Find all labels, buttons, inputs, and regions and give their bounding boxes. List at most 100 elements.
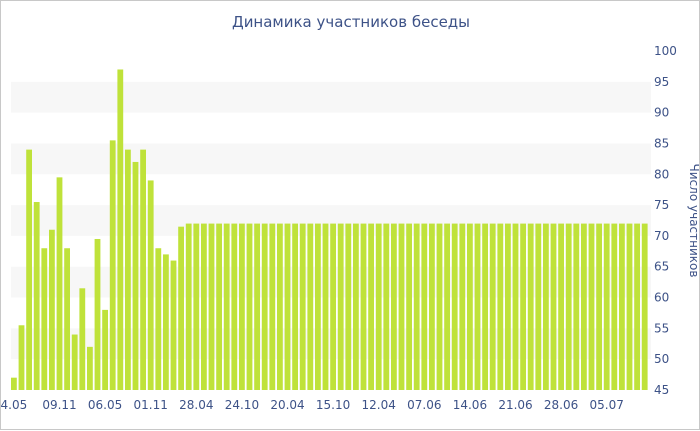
bar <box>140 149 146 390</box>
bar <box>254 223 260 390</box>
bar <box>474 223 481 390</box>
bar <box>337 223 344 390</box>
bar <box>56 177 63 390</box>
bar <box>512 223 519 390</box>
bar <box>398 223 405 390</box>
bar <box>246 223 253 390</box>
bar <box>573 223 580 390</box>
bar <box>527 223 534 390</box>
bar <box>520 223 526 390</box>
y-tick-label: 45 <box>654 383 669 397</box>
bar <box>315 223 321 390</box>
y-axis-title: Число участников <box>687 164 700 278</box>
bar <box>558 223 564 390</box>
bar <box>619 223 625 390</box>
bar <box>284 223 291 390</box>
bar <box>626 223 633 390</box>
y-tick-label: 60 <box>654 291 669 305</box>
bar <box>391 223 397 390</box>
y-axis-ticks: 45 50 55 60 65 70 75 80 85 90 95 100 <box>654 44 677 397</box>
bar <box>353 223 359 390</box>
bar <box>64 248 70 390</box>
bar <box>550 223 557 390</box>
bar <box>543 223 549 390</box>
bar <box>208 223 215 390</box>
y-tick-label: 65 <box>654 260 669 274</box>
bar <box>79 288 86 390</box>
x-tick-label: 07.06 <box>407 398 441 412</box>
bar <box>94 238 101 390</box>
x-tick-label: 28.04 <box>179 398 213 412</box>
bar <box>299 223 306 390</box>
bar <box>588 223 595 390</box>
bar <box>269 223 276 390</box>
bar <box>345 223 352 390</box>
y-tick-label: 90 <box>654 106 669 120</box>
x-tick-label: 15.10 <box>316 398 350 412</box>
x-tick-label: 28.06 <box>544 398 578 412</box>
bar <box>451 223 458 390</box>
bar <box>132 161 139 390</box>
bar <box>596 223 602 390</box>
x-tick-label: 05.07 <box>590 398 624 412</box>
bar <box>497 223 504 390</box>
bar <box>459 223 466 390</box>
bar <box>375 223 382 390</box>
bar <box>223 223 230 390</box>
bar <box>170 260 177 390</box>
bar <box>201 223 207 390</box>
bar <box>87 346 93 390</box>
bar <box>413 223 420 390</box>
y-tick-label: 70 <box>654 229 669 243</box>
bar <box>535 223 542 390</box>
x-tick-label: 09.11 <box>42 398 76 412</box>
bar <box>155 248 162 390</box>
bar <box>330 223 336 390</box>
bar <box>467 223 473 390</box>
x-tick-label: 20.04 <box>270 398 304 412</box>
bar <box>147 180 154 390</box>
bar <box>322 223 329 390</box>
x-tick-label: 21.06 <box>498 398 532 412</box>
bar-series <box>11 69 648 390</box>
bar <box>18 325 25 390</box>
bar <box>239 223 245 390</box>
bar <box>444 223 450 390</box>
y-tick-label: 95 <box>654 75 669 89</box>
bar <box>641 223 648 390</box>
bar <box>41 248 48 390</box>
bar <box>33 202 40 390</box>
x-tick-label: 14.06 <box>453 398 487 412</box>
bar <box>178 226 184 390</box>
y-tick-label: 50 <box>654 352 669 366</box>
bar <box>421 223 428 390</box>
bar <box>277 223 283 390</box>
x-tick-label: 24.10 <box>225 398 259 412</box>
bar <box>383 223 390 390</box>
x-axis-ticks: 4.05 09.11 06.05 01.11 28.04 24.10 20.04 15.10 1… <box>1 398 624 412</box>
x-tick-label: 12.04 <box>362 398 396 412</box>
bar <box>611 223 618 390</box>
bar <box>261 223 268 390</box>
bar <box>505 223 511 390</box>
bar <box>26 149 32 390</box>
bar <box>11 377 17 390</box>
bar <box>71 334 78 390</box>
bar <box>163 254 169 390</box>
y-tick-label: 55 <box>654 321 669 335</box>
grid-band <box>11 143 651 175</box>
bar <box>49 229 55 390</box>
bar <box>482 223 488 390</box>
bar <box>360 223 367 390</box>
chart-title: Динамика участников беседы <box>231 13 471 31</box>
bar <box>368 223 374 390</box>
bar <box>429 223 435 390</box>
y-tick-label: 80 <box>654 167 669 181</box>
bar <box>216 223 222 390</box>
bar <box>603 223 610 390</box>
bar <box>406 223 412 390</box>
bar <box>581 223 587 390</box>
bar <box>634 223 640 390</box>
